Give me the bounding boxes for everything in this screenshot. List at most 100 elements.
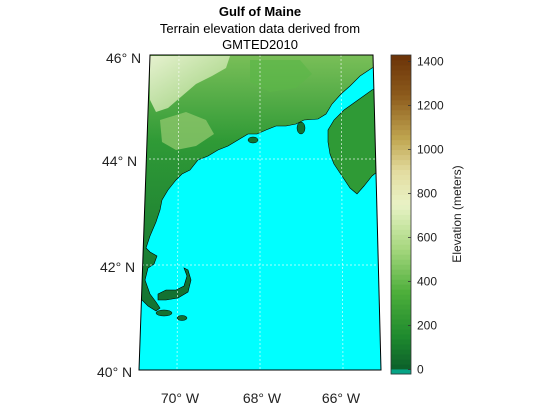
colorbar-segment [391,334,411,340]
colorbar-segment [391,99,411,106]
colorbar-segment [391,144,411,151]
colorbar-segment [391,129,411,136]
colorbar-segment [391,214,411,220]
map-area[interactable] [130,50,390,380]
colorbar-segment [391,174,411,181]
map-frame [138,54,382,371]
colorbar-segment [391,74,411,81]
colorbar-strips [391,55,411,375]
colorbar-segment [391,329,411,335]
colorbar-ticks: 0 200 400 600 800 1000 1200 1400 [408,55,444,377]
colorbar-tick-label: 600 [417,231,437,245]
colorbar-segment [391,324,411,330]
colorbar-segment [391,194,411,200]
colorbar-segment [391,359,411,365]
highlands-north [150,56,230,112]
colorbar-tick-label: 1400 [417,55,444,69]
colorbar-segment [391,224,411,230]
colorbar-segment [391,284,411,290]
colorbar-tick-label: 400 [417,275,437,289]
colorbar-segment [391,204,411,210]
colorbar-segment [391,259,411,265]
colorbar-tick-label: 0 [417,363,424,377]
colorbar-tick-label: 800 [417,187,437,201]
colorbar-segment [391,219,411,225]
colorbar-segment [391,164,411,171]
colorbar-segment [391,254,411,260]
colorbar-segment [391,294,411,300]
colorbar-segment [391,94,411,101]
island-mount-desert [247,136,259,144]
colorbar-segment [391,199,411,205]
map-subtitle: Terrain elevation data derived from GMTE… [0,21,520,53]
colorbar-segment [391,319,411,325]
colorbar-segment [391,239,411,245]
colorbar-segment [391,309,411,315]
subtitle-line-1: Terrain elevation data derived from [159,21,361,36]
island-grand-manan [296,121,306,135]
colorbar-segment [391,149,411,156]
colorbar-segment [391,159,411,166]
colorbar-segment [391,369,411,375]
colorbar-segment [391,169,411,176]
land-mainland [139,55,381,312]
highlands-east [250,60,312,92]
lat-label-46: 46° N [106,50,141,66]
colorbar-segment [391,134,411,141]
colorbar: 0 200 400 600 800 1000 1200 1400 Elevation (met… [390,54,464,377]
land-cape-cod [157,267,192,301]
colorbar-segment [391,339,411,345]
island-marthas-vineyard [155,309,173,317]
highlands-central [160,112,214,150]
colorbar-segment [391,59,411,66]
colorbar-segment [391,55,411,61]
latitude-labels: 46° N 44° N 42° N 40° N [97,50,141,380]
colorbar-segment [391,79,411,86]
colorbar-segment [391,189,411,195]
colorbar-label: Elevation (meters) [450,165,464,262]
lon-label-66: 66° W [322,390,361,406]
colorbar-segment [391,109,411,116]
colorbar-segment [391,114,411,121]
colorbar-frame [390,54,412,375]
map-title: Gulf of Maine [218,4,302,19]
colorbar-segment [391,354,411,360]
colorbar-segment [391,89,411,96]
colorbar-segment [391,139,411,146]
colorbar-segment [391,274,411,280]
colorbar-segment [391,64,411,71]
lat-label-42: 42° N [100,259,135,275]
longitude-labels: 70° W 68° W 66° W [161,390,361,406]
lon-label-68: 68° W [243,390,282,406]
island-nantucket [176,315,188,321]
colorbar-segment [391,209,411,215]
colorbar-segment [391,244,411,250]
lon-label-70: 70° W [161,390,200,406]
lat-label-40: 40° N [97,364,132,380]
colorbar-tick-label: 200 [417,319,437,333]
colorbar-segment [391,119,411,126]
colorbar-segment [391,304,411,310]
colorbar-segment [391,184,411,190]
colorbar-segment [391,179,411,185]
colorbar-segment [391,344,411,350]
colorbar-segment [391,229,411,235]
colorbar-segment [391,124,411,131]
colorbar-segment [391,289,411,295]
colorbar-segment [391,269,411,275]
subtitle-line-2: GMTED2010 [222,37,298,52]
colorbar-tick-label: 1000 [417,143,444,157]
colorbar-segment [391,349,411,355]
colorbar-segment [391,299,411,305]
colorbar-segment [391,154,411,161]
colorbar-segment [391,279,411,285]
colorbar-segment [391,84,411,91]
colorbar-segment [391,264,411,270]
lat-label-44: 44° N [102,153,137,169]
graticule [142,55,378,370]
colorbar-segment [391,69,411,76]
colorbar-segment [391,364,411,370]
colorbar-segment [391,104,411,111]
colorbar-segment [391,249,411,255]
